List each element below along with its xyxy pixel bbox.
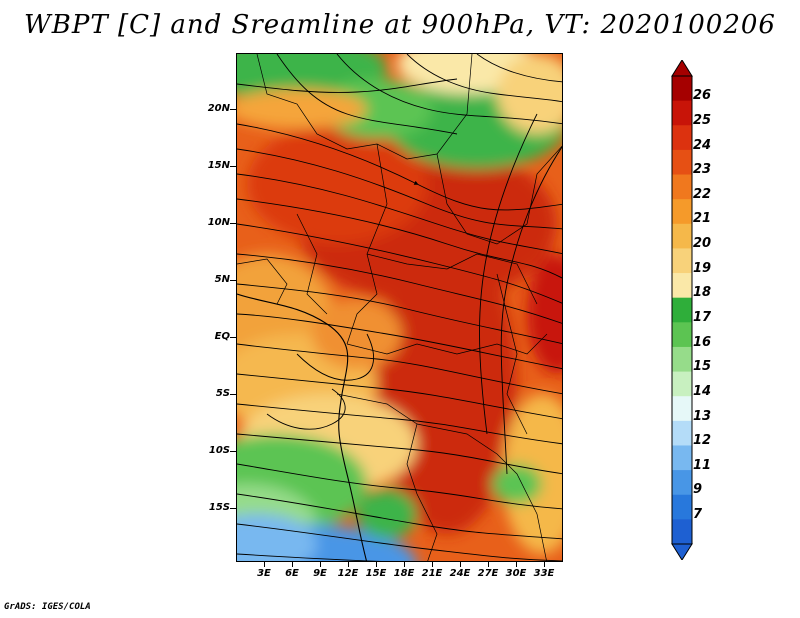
streamlines [237, 54, 562, 561]
colorbar-segment [672, 322, 692, 348]
colorbar-label: 26 [693, 88, 712, 104]
colorbar-graphic [671, 60, 693, 560]
colorbar-segment [672, 494, 692, 520]
colorbar-segment [672, 223, 692, 249]
colorbar-label: 13 [693, 408, 712, 424]
lat-label: EQ [214, 331, 230, 342]
chart-title: WBPT [C] and Sreamline at 900hPa, VT: 20… [24, 10, 776, 40]
lat-label: 10N [207, 217, 230, 228]
colorbar-segment [672, 396, 692, 422]
lat-label: 20N [207, 103, 230, 114]
colorbar-label: 14 [693, 383, 712, 399]
colorbar-segment [672, 125, 692, 151]
colorbar-top-arrow [671, 60, 693, 77]
warm-west [247, 124, 427, 244]
lat-label: 5S [215, 388, 230, 399]
lon-label: 33E [533, 568, 555, 579]
colorbar-label: 16 [693, 334, 712, 350]
colorbar-segment [672, 420, 692, 446]
east-red [527, 254, 562, 374]
colorbar-bottom-arrow [671, 543, 693, 560]
colorbar-label: 17 [693, 310, 712, 325]
colorbar-label: 15 [693, 359, 712, 375]
colorbar-segment [672, 174, 692, 200]
sudan-yellow [497, 54, 562, 134]
colorbar-segment [672, 371, 692, 397]
footer-credit: GrADS: IGES/COLA [4, 602, 91, 612]
colorbar-segment [672, 297, 692, 323]
cameroon-warm [312, 299, 402, 369]
colorbar-label: 12 [693, 433, 712, 449]
colorbar-segment [672, 199, 692, 225]
colorbar-segment [672, 470, 692, 496]
lon-label: 3E [257, 568, 271, 579]
sahel-orange [237, 89, 367, 129]
colorbar-label: 7 [693, 507, 703, 523]
colorbar-label: 20 [693, 236, 712, 252]
colorbar-segment [672, 76, 692, 102]
colorbar-label: 11 [693, 457, 712, 473]
colorbar-label: 19 [693, 260, 712, 276]
country-borders [237, 54, 562, 561]
lon-label: 15E [365, 568, 387, 579]
lon-label: 21E [421, 568, 443, 579]
lon-label: 24E [449, 568, 471, 579]
colorbar-label: 25 [693, 112, 712, 128]
colorbar-segment [672, 519, 692, 545]
colorbar-segment [672, 248, 692, 274]
colorbar-segment [672, 445, 692, 471]
lon-label: 18E [393, 568, 415, 579]
lat-label: 15S [208, 502, 230, 513]
map-canvas [237, 54, 562, 561]
coastline [237, 293, 368, 561]
colorbar-frame [671, 75, 693, 545]
sahel-green-center [322, 79, 432, 139]
colorbar-label: 21 [693, 211, 712, 227]
lon-label: 27E [477, 568, 499, 579]
colorbar-label: 24 [693, 137, 712, 153]
colorbar-label: 22 [693, 186, 712, 202]
colorbar-segment [672, 273, 692, 299]
lon-label: 12E [337, 568, 359, 579]
lat-label: 5N [214, 274, 230, 285]
colorbar-label: 23 [693, 162, 712, 178]
lon-label: 30E [505, 568, 527, 579]
map-panel [236, 53, 563, 562]
lat-label: 15N [207, 160, 230, 171]
colorbar-label: 18 [693, 285, 712, 301]
lon-label: 6E [285, 568, 299, 579]
lon-label: 9E [313, 568, 327, 579]
colorbar-segment [672, 100, 692, 126]
colorbar [670, 60, 694, 560]
malawi-green [492, 464, 542, 504]
namibia-green [357, 489, 417, 539]
colorbar-segment [672, 149, 692, 176]
colorbar-segment [672, 346, 692, 373]
colorbar-label: 9 [693, 482, 703, 498]
lat-label: 10S [208, 445, 230, 456]
cold-southwest-edge [237, 514, 317, 561]
